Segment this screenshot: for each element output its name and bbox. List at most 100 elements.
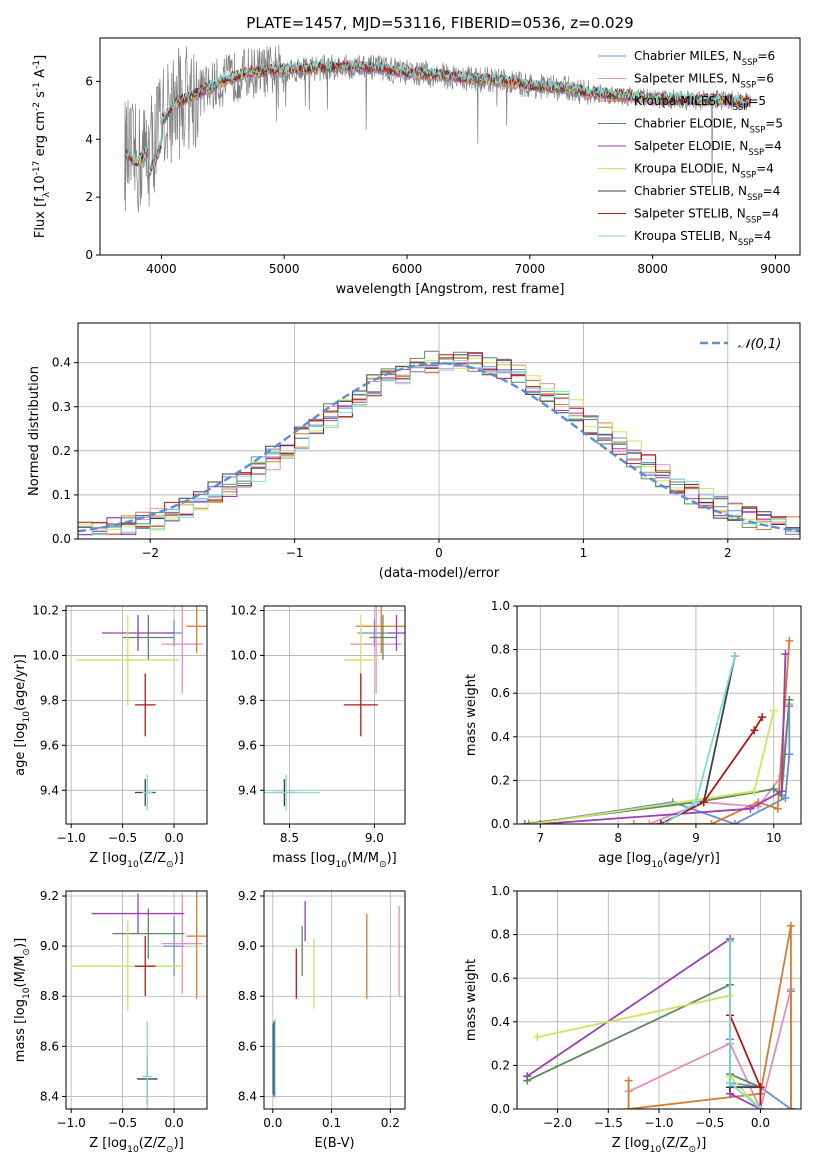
series-marker (533, 1033, 542, 1042)
mass_vs_Z-axes: −1.0 −0.5 0.0 8.4 8.6 8.8 9.0 9.2 Z [log10(Z/Z⊙)… (13, 889, 208, 1155)
data-point-1 (163, 916, 185, 977)
series-marker (707, 820, 716, 824)
series-marker (781, 649, 790, 658)
residual-histogram-8 (78, 352, 800, 530)
series-marker (528, 820, 537, 824)
series-marker (786, 1105, 795, 1109)
legend-label: Chabrier ELODIE, NSSP=5 (634, 117, 783, 135)
x-axis-label: E(B-V) (314, 1136, 354, 1151)
series-marker (691, 798, 700, 807)
y-tick-label: 10.0 (230, 648, 257, 662)
series-marker (524, 820, 533, 824)
x-axis-label: wavelength [Angstrom, rest frame] (336, 282, 565, 297)
y-axis-label: age [log10(age/yr)] (13, 654, 32, 776)
spectrum-legend: Chabrier MILES, NSSP=6 Salpeter MILES, NS… (598, 49, 783, 247)
x-tick-label: 0.2 (381, 1116, 400, 1130)
y-axis-label: Flux [fλ10-17 erg cm-2 s-1 A-1] (32, 55, 52, 238)
series-marker (750, 787, 759, 796)
x-tick-label: 0.0 (751, 1116, 770, 1130)
series-marker (730, 820, 739, 824)
x-axis-label: Z [log10(Z/Z⊙)] (89, 851, 184, 870)
x-tick-label: −0.5 (108, 831, 137, 845)
data-point-2 (350, 606, 402, 694)
legend-label: Chabrier MILES, NSSP=6 (634, 49, 775, 67)
series-marker (624, 1076, 633, 1085)
y-tick-label: 9.0 (238, 939, 257, 953)
series-marker (756, 1105, 765, 1109)
series-line (660, 716, 763, 824)
series-marker (769, 706, 778, 715)
y-tick-label: 9.2 (40, 889, 59, 903)
y-tick-label: 8.8 (40, 989, 59, 1003)
series-line (532, 710, 775, 824)
weight_vs_Z-axes: −2.0 −1.5 −1.0 −0.5 0.0 0.0 0.2 0.4 0.6 0.8 1.0 Z [… (464, 884, 802, 1155)
y-tick-label: 0.1 (52, 488, 71, 502)
y-tick-label: 8.8 (238, 989, 257, 1003)
series-marker (746, 804, 755, 813)
x-tick-label: −1.0 (57, 831, 86, 845)
data-point-5 (102, 614, 175, 651)
weight-series-4 (520, 695, 794, 824)
legend-label: Kroupa MILES, NSSP=5 (634, 94, 766, 112)
x-tick-label: 4000 (146, 262, 177, 276)
data-point-4 (112, 908, 185, 959)
y-tick-label: 9.8 (238, 693, 257, 707)
y-tick-label: 8.6 (40, 1039, 59, 1053)
x-tick-label: 7000 (515, 262, 546, 276)
axes-frame (99, 37, 801, 256)
legend-label: Kroupa STELIB, NSSP=4 (634, 229, 771, 247)
series-marker (624, 1105, 633, 1109)
legend-label: Salpeter MILES, NSSP=6 (634, 72, 774, 90)
figure-title: PLATE=1457, MJD=53116, FIBERID=0536, z=0… (246, 14, 633, 32)
x-tick-label: 1 (580, 546, 588, 560)
age_vs_mass-panel: 8.5 9.0 9.4 9.6 9.8 10.0 10.2 mass [log10(M/M⊙)… (230, 603, 406, 870)
data-point-3 (186, 891, 207, 999)
weight-series-7 (726, 937, 765, 1092)
y-tick-label: 0.8 (491, 928, 510, 942)
y-tick-label: 9.0 (40, 939, 59, 953)
spectrum-panel: 4000 5000 6000 7000 8000 9000 0 2 4 6 wavelength [… (32, 37, 801, 297)
y-tick-label: 0.8 (491, 643, 510, 657)
legend-label: Salpeter ELODIE, NSSP=4 (634, 139, 782, 157)
x-tick-label: 9.0 (365, 831, 384, 845)
y-tick-label: 10.2 (32, 603, 59, 617)
x-tick-label: −2 (141, 546, 159, 560)
x-tick-label: 9 (692, 831, 700, 845)
data-point-9 (142, 1021, 153, 1109)
series-marker (645, 820, 654, 824)
weight-series-5 (523, 934, 765, 1109)
series-marker (656, 820, 665, 824)
y-tick-label: 0.2 (491, 773, 510, 787)
y-axis-label: Normed distribution (27, 366, 42, 496)
y-tick-label: 8.6 (238, 1039, 257, 1053)
y-tick-label: 0.4 (52, 356, 71, 370)
series-marker (758, 713, 767, 722)
data-point-9 (264, 774, 321, 811)
y-tick-label: 0.2 (52, 444, 71, 458)
mass_vs_EBV-panel: 0.0 0.1 0.2 8.4 8.6 8.8 9.0 9.2 E(B-V) (238, 889, 406, 1151)
mass_vs_EBV-axes: 0.0 0.1 0.2 8.4 8.6 8.8 9.0 9.2 E(B-V) (238, 889, 406, 1151)
data-point-6 (71, 921, 185, 1012)
weight_vs_Z-panel: −2.0 −1.5 −1.0 −0.5 0.0 0.0 0.2 0.4 0.6 0.8 1.0 Z [… (464, 884, 802, 1155)
mass_vs_Z-plot-area (71, 891, 207, 1109)
y-axis-label: mass weight (464, 959, 479, 1041)
axes-frame (263, 890, 406, 1110)
series-marker (523, 1072, 532, 1081)
series-marker (769, 785, 778, 794)
axes-frame (263, 605, 406, 825)
y-tick-label: 0.4 (491, 730, 510, 744)
x-tick-label: −1.5 (594, 1116, 623, 1130)
x-tick-label: 8 (614, 831, 622, 845)
weight_vs_age-panel: 7 8 9 10 0.0 0.2 0.4 0.6 0.8 1.0 age [log10(age/yr… (464, 599, 802, 870)
x-tick-label: 10 (766, 831, 781, 845)
series-marker (536, 820, 545, 824)
residuals-panel: −2 −1 0 1 2 0.0 0.1 0.2 0.3 0.4 (data-model)/error… (27, 322, 801, 581)
series-marker (726, 1078, 734, 1087)
x-tick-label: 0 (435, 546, 443, 560)
weight_vs_Z-plot-area (523, 921, 795, 1109)
age_vs_Z-plot-area (76, 606, 207, 811)
series-marker (520, 820, 529, 824)
data-point-5 (388, 614, 405, 651)
y-tick-label: 0 (85, 248, 93, 262)
data-point-9 (142, 774, 153, 811)
